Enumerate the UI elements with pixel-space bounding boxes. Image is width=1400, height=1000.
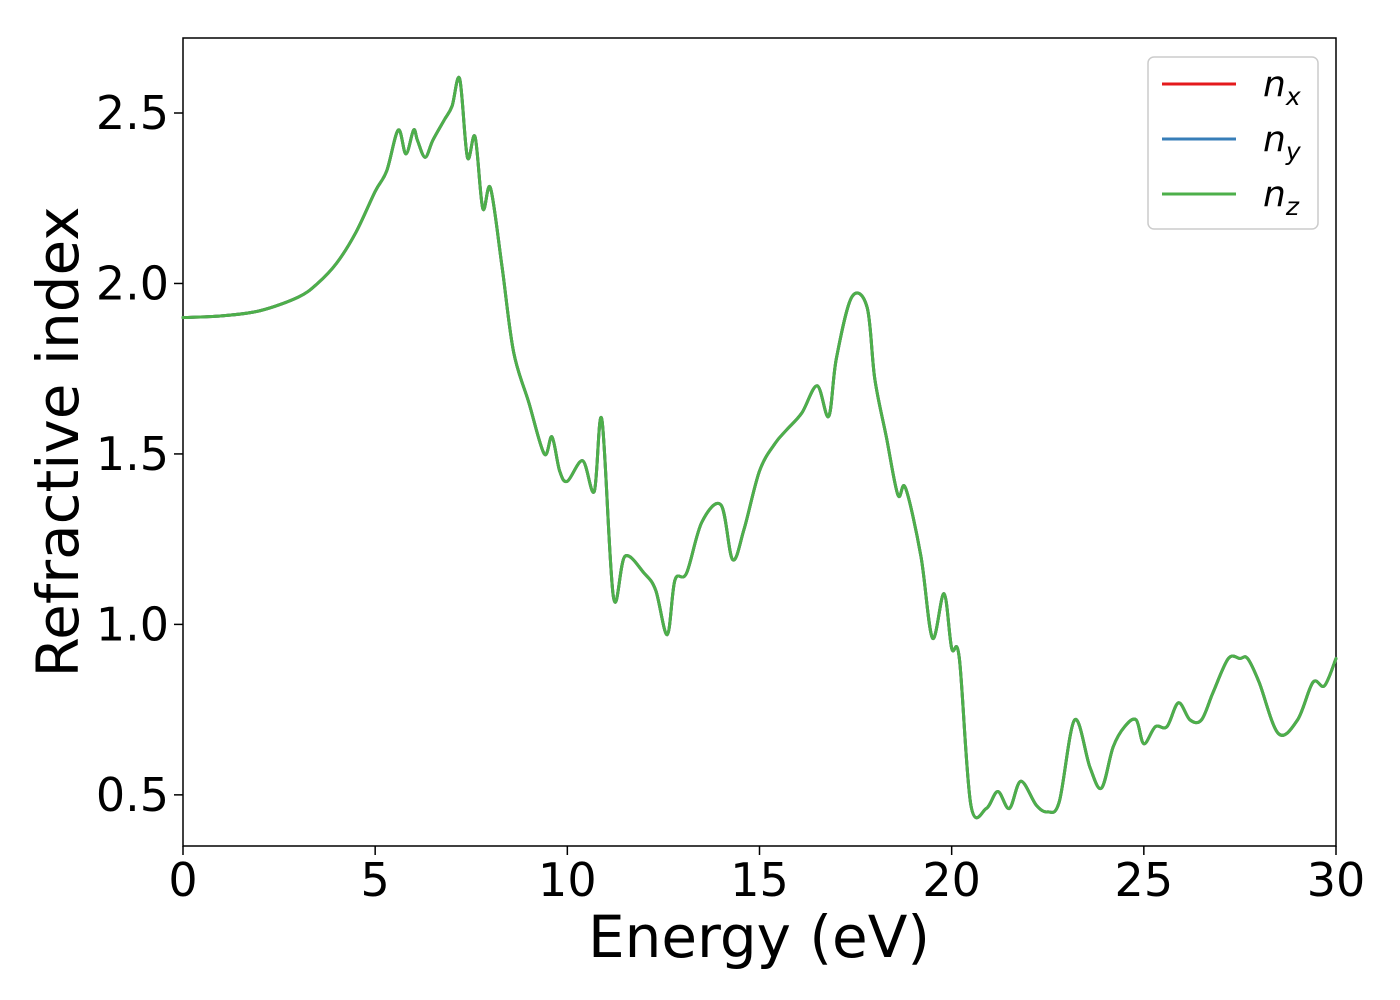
x-tick-label: 20 [922,853,981,907]
x-tick-label: 25 [1115,853,1174,907]
x-tick-label: 10 [538,853,597,907]
y-tick-label: 1.0 [96,597,169,651]
y-tick-label: 1.5 [96,427,169,481]
legend-label-n-z: nz [1263,174,1300,221]
x-tick-label: 30 [1307,853,1366,907]
y-tick-label: 2.5 [96,86,169,140]
y-axis-ticks: 0.5 1.0 1.5 2.0 2.5 [96,86,183,822]
series-line-n-z [181,75,1338,820]
x-axis-ticks: 0 5 10 15 20 25 30 [168,846,1365,907]
x-tick-label: 0 [168,853,197,907]
x-tick-label: 15 [730,853,789,907]
legend-frame [1147,56,1319,230]
plot-area [182,37,1337,847]
legend: nx ny nz [1147,56,1319,230]
y-tick-label: 0.5 [96,768,169,822]
legend-label-n-x: nx [1263,64,1301,111]
x-axis-title: Energy (eV) [588,903,930,971]
legend-entries: nx ny nz [1162,64,1302,221]
x-tick-label: 5 [361,853,390,907]
legend-label-n-y: ny [1263,119,1302,166]
y-tick-label: 2.0 [96,256,169,310]
y-axis-title: Refractive index [24,206,92,677]
series-layer [181,75,1338,820]
